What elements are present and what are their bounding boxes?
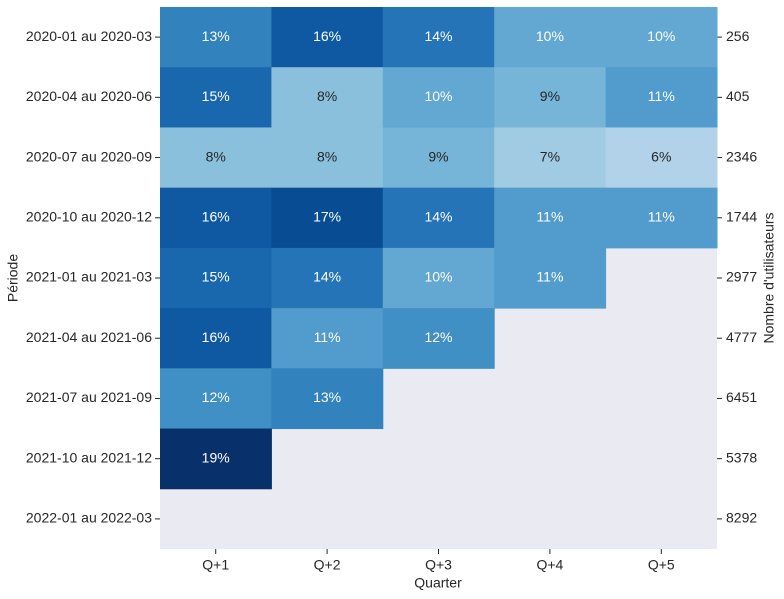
cell-label: 10% xyxy=(647,28,675,44)
cell-label: 19% xyxy=(202,449,230,465)
y2-tick-label: 6451 xyxy=(726,389,757,405)
y2-tick-label: 5378 xyxy=(726,449,757,465)
heatmap-cell xyxy=(382,308,495,369)
cell-label: 16% xyxy=(202,208,230,224)
heatmap-cell xyxy=(494,187,607,249)
heatmap-cell xyxy=(494,247,607,309)
y2-tick-label: 1744 xyxy=(726,208,757,224)
cell-label: 11% xyxy=(648,88,675,104)
heatmap-cell xyxy=(494,7,607,68)
cell-label: 11% xyxy=(536,269,563,285)
heatmap-cell xyxy=(382,7,495,68)
y2-tick-label: 8292 xyxy=(726,510,757,526)
x-axis-label: Quarter xyxy=(414,575,462,591)
x-tick-label: Q+2 xyxy=(314,557,341,573)
heatmap-cell xyxy=(160,127,272,189)
y2-tick-label: 405 xyxy=(726,88,750,104)
cell-label: 6% xyxy=(651,148,671,164)
y2-tick-label: 4777 xyxy=(726,329,757,345)
cell-label: 10% xyxy=(536,28,564,44)
y-tick-label: 2020-01 au 2020-03 xyxy=(26,28,152,44)
heatmap-cell xyxy=(494,127,607,189)
y-axis-label: Période xyxy=(5,254,21,302)
cell-label: 9% xyxy=(540,88,560,104)
cell-label: 9% xyxy=(428,148,448,164)
heatmap-cell xyxy=(271,67,384,128)
x-tick-label: Q+3 xyxy=(425,557,452,573)
cell-label: 13% xyxy=(202,28,230,44)
y-tick-label: 2021-10 au 2021-12 xyxy=(26,449,152,465)
cell-label: 10% xyxy=(424,269,452,285)
heatmap-cell xyxy=(160,428,272,490)
heatmap-cell xyxy=(160,368,272,430)
y2-axis-label: Nombre d'utilisateurs xyxy=(761,212,777,343)
cell-label: 8% xyxy=(206,148,226,164)
y2-tick-label: 256 xyxy=(726,28,750,44)
y-tick-label: 2020-10 au 2020-12 xyxy=(26,208,152,224)
heatmap-cell xyxy=(382,127,495,189)
cell-label: 16% xyxy=(313,28,341,44)
cell-label: 11% xyxy=(314,329,341,345)
heatmap-cell xyxy=(160,7,272,68)
cell-label: 8% xyxy=(317,148,337,164)
y-tick-label: 2022-01 au 2022-03 xyxy=(26,510,152,526)
heatmap-cell xyxy=(271,308,384,369)
x-tick-label: Q+5 xyxy=(648,557,675,573)
heatmap-cell xyxy=(605,67,718,128)
heatmap-cell xyxy=(160,187,272,249)
cell-label: 10% xyxy=(424,88,452,104)
cell-label: 11% xyxy=(536,208,563,224)
cell-label: 14% xyxy=(424,28,452,44)
y2-tick-label: 2346 xyxy=(726,148,757,164)
heatmap-cell xyxy=(160,247,272,309)
cell-label: 7% xyxy=(540,148,560,164)
cell-label: 12% xyxy=(424,329,452,345)
y-tick-label: 2020-04 au 2020-06 xyxy=(26,88,152,104)
y-tick-label: 2021-04 au 2021-06 xyxy=(26,329,152,345)
cell-label: 16% xyxy=(202,329,230,345)
cell-label: 12% xyxy=(202,389,230,405)
y-tick-label: 2020-07 au 2020-09 xyxy=(26,148,152,164)
heatmap-cell xyxy=(382,67,495,128)
heatmap-cell xyxy=(605,187,718,249)
heatmap-cell xyxy=(271,247,384,309)
heatmap-cell xyxy=(160,67,272,128)
heatmap-cell xyxy=(605,127,718,189)
heatmap-cell xyxy=(271,127,384,189)
heatmap-cell xyxy=(271,368,384,430)
heatmap-cell xyxy=(271,187,384,249)
cell-label: 14% xyxy=(424,208,452,224)
cell-label: 15% xyxy=(202,269,230,285)
cell-label: 11% xyxy=(648,208,675,224)
cell-label: 15% xyxy=(202,88,230,104)
heatmap-cell xyxy=(494,67,607,128)
y2-tick-label: 2977 xyxy=(726,269,757,285)
y-tick-label: 2021-07 au 2021-09 xyxy=(26,389,152,405)
heatmap-cell xyxy=(160,308,272,369)
heatmap-cell xyxy=(271,7,384,68)
cell-label: 13% xyxy=(313,389,341,405)
x-tick-label: Q+1 xyxy=(202,557,229,573)
y-tick-label: 2021-01 au 2021-03 xyxy=(26,269,152,285)
heatmap-cell xyxy=(605,7,718,68)
x-tick-label: Q+4 xyxy=(536,557,563,573)
heatmap-cell xyxy=(382,247,495,309)
cell-label: 14% xyxy=(313,269,341,285)
cell-label: 17% xyxy=(313,208,341,224)
heatmap-cell xyxy=(382,187,495,249)
cell-label: 8% xyxy=(317,88,337,104)
